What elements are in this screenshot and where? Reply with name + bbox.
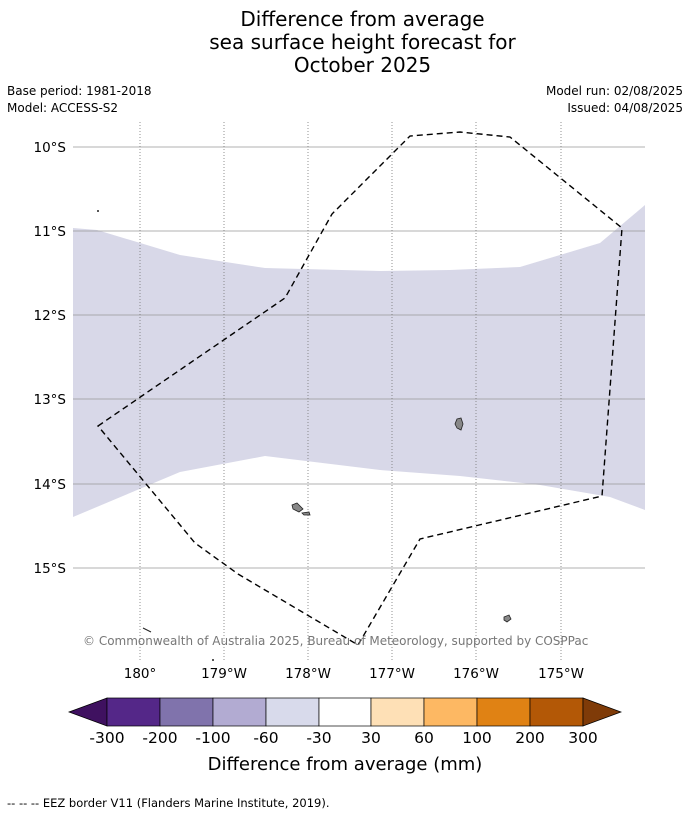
colorbar-bin-2: [159, 697, 214, 727]
map-title: Difference from average sea surface heig…: [0, 8, 690, 77]
meta-right: Model run: 02/08/2025 Issued: 04/08/2025: [546, 83, 683, 117]
colorbar-bin-4: [265, 697, 320, 727]
island-central-small: [301, 511, 311, 516]
colorbar-tick: -60: [253, 729, 278, 747]
island-southwest: [142, 627, 152, 633]
model-run: Model run: 02/08/2025: [545, 84, 683, 98]
colorbar-tick: -200: [142, 729, 177, 747]
colorbar-bin-3: [212, 697, 267, 727]
issued-date: Issued: 04/08/2025: [567, 101, 683, 115]
island-east: [454, 417, 464, 431]
colorbar-bin-8: [476, 697, 531, 727]
island-southeast: [503, 614, 512, 623]
colorbar-bin-5: [318, 697, 372, 727]
lon-label-180: 180°: [124, 666, 157, 682]
lat-label-14s: 14°S: [34, 477, 67, 493]
title-line-3: October 2025: [293, 53, 432, 77]
colorbar-extend-high: [582, 697, 623, 727]
base-period: Base period: 1981-2018: [7, 84, 152, 98]
colorbar: [67, 697, 623, 727]
meta-left: Base period: 1981-2018 Model: ACCESS-S2: [7, 83, 152, 117]
colorbar-tick: 300: [568, 729, 598, 747]
lat-labels: 10°S 11°S 12°S 13°S 14°S 15°S: [34, 140, 67, 577]
lon-label-179w: 179°W: [201, 666, 247, 682]
island-northwest: [97, 210, 99, 212]
eez-border: [96, 131, 623, 646]
colorbar-bin-9: [529, 697, 584, 727]
colorbar-bin-1: [106, 697, 161, 727]
anomaly-band: [73, 205, 645, 517]
island-central: [291, 502, 304, 513]
lat-label-15s: 15°S: [34, 561, 67, 577]
colorbar-tick: 100: [462, 729, 492, 747]
copyright-notice: © Commonwealth of Australia 2025, Bureau…: [83, 634, 588, 648]
colorbar-tick: 200: [515, 729, 545, 747]
title-line-2: sea surface height forecast for: [209, 30, 516, 54]
colorbar-ticks: -300 -200 -100 -60 -30 30 60 100 200 300: [89, 729, 597, 747]
lon-label-178w: 178°W: [285, 666, 331, 682]
colorbar-tick: -300: [89, 729, 124, 747]
lon-label-175w: 175°W: [538, 666, 584, 682]
lon-labels: 180° 179°W 178°W 177°W 176°W 175°W: [124, 666, 584, 682]
colorbar-label: Difference from average (mm): [208, 754, 483, 775]
eez-legend: -- -- -- EEZ border V11 (Flanders Marine…: [7, 796, 330, 810]
lon-label-177w: 177°W: [369, 666, 415, 682]
lat-label-10s: 10°S: [34, 140, 67, 156]
colorbar-extend-low: [67, 697, 108, 727]
colorbar-bin-7: [423, 697, 478, 727]
title-line-1: Difference from average: [240, 7, 485, 31]
lat-label-12s: 12°S: [34, 308, 67, 324]
lat-label-11s: 11°S: [34, 224, 67, 240]
colorbar-tick: 60: [414, 729, 434, 747]
island-south-dot: [212, 659, 214, 661]
colorbar-tick: -30: [306, 729, 331, 747]
lon-label-176w: 176°W: [453, 666, 499, 682]
lat-gridlines: [73, 146, 645, 569]
model-name: Model: ACCESS-S2: [7, 101, 119, 115]
lat-label-13s: 13°S: [34, 392, 67, 408]
colorbar-tick: 30: [361, 729, 381, 747]
colorbar-tick: -100: [195, 729, 230, 747]
colorbar-bin-6: [370, 697, 425, 727]
